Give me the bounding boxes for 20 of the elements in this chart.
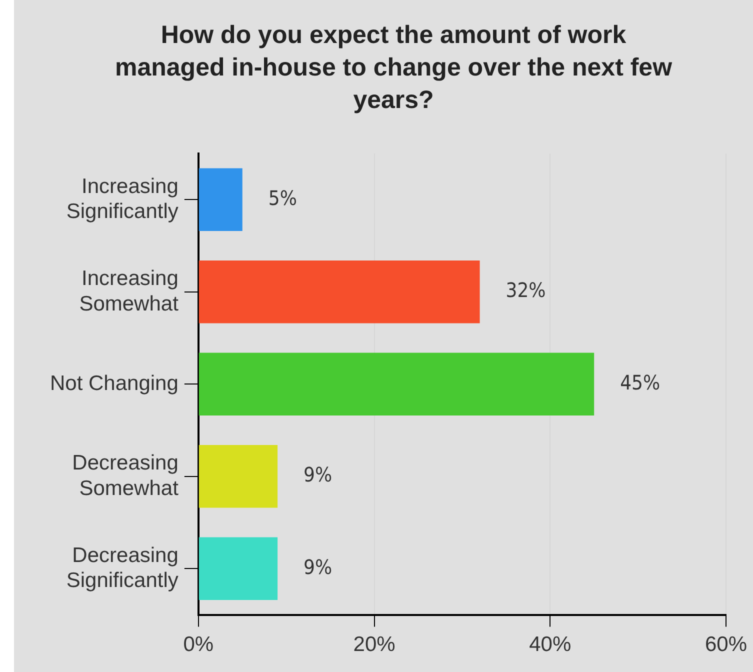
y-tick-label: Decreasing Significantly [66, 544, 179, 592]
bar [198, 445, 278, 508]
x-tick-label: 60% [704, 633, 747, 656]
x-tick-label: 20% [353, 633, 396, 656]
data-label: 45% [620, 370, 660, 394]
chart-title: How do you expect the amount of work managed in-house to change over the next few years? [114, 21, 673, 114]
bar [198, 260, 480, 324]
data-label: 9% [304, 462, 332, 487]
bar [198, 352, 594, 416]
x-tick-label: 40% [529, 633, 572, 656]
data-label: 9% [304, 554, 332, 579]
data-label: 32% [506, 278, 546, 302]
data-label: 5% [268, 186, 297, 210]
y-tick-label: Increasing Somewhat [79, 267, 179, 316]
x-tick-label: 0% [183, 633, 214, 656]
y-tick-label: Not Changing [50, 372, 178, 395]
bar [198, 537, 278, 600]
y-tick-label: Decreasing Somewhat [72, 452, 179, 500]
y-tick-label: Increasing Significantly [66, 174, 179, 224]
bar [198, 168, 242, 231]
